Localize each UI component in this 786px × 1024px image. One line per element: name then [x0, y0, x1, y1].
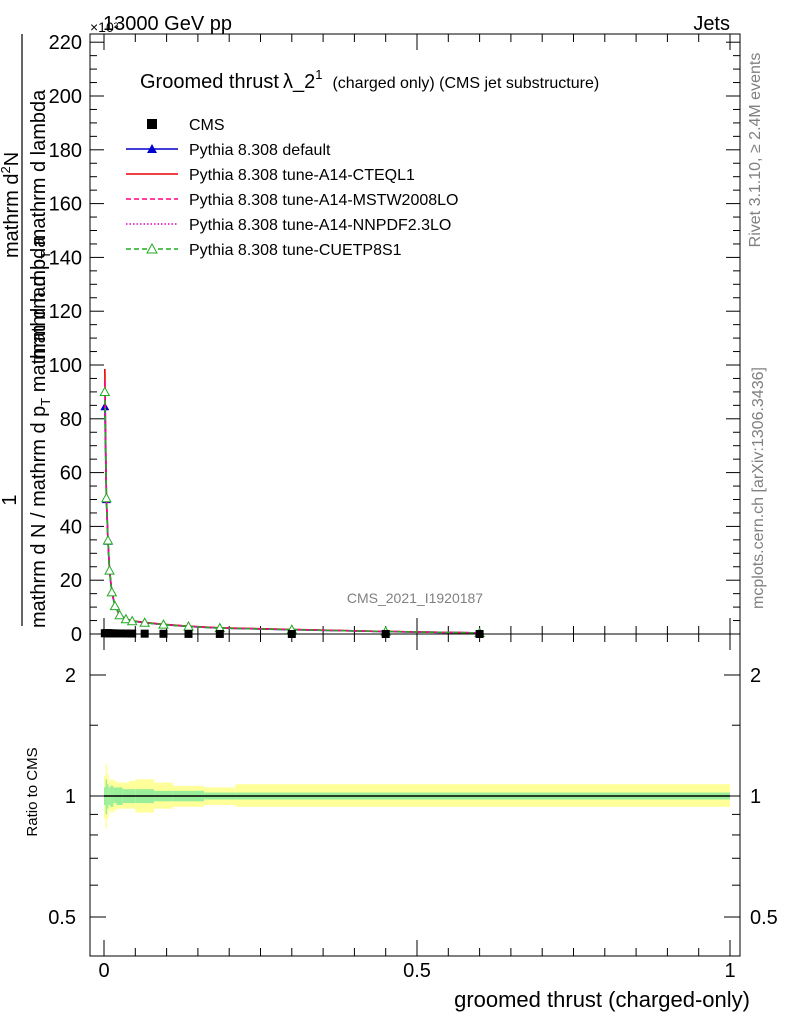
main-y-tick-label: 200 [49, 86, 82, 108]
x-axis-title: groomed thrust (charged-only) [454, 987, 750, 1012]
ratio-y-tick-label-right: 0.5 [750, 907, 778, 929]
data-point-open-triangle [158, 619, 169, 629]
legend-entry: Pythia 8.308 tune-A14-NNPDF2.3LO [126, 217, 451, 234]
legend-entry: Pythia 8.308 default [126, 142, 331, 159]
exponent-label: ×10³ [90, 19, 119, 35]
y-title-denominator: mathrm d N / mathrm d pT mathrm d lambda [28, 236, 53, 628]
y-title-middle: mathrm d pT mathrm d lambda [28, 89, 53, 360]
mcplots-label: mcplots.cern.ch [arXiv:1306.3436] [750, 367, 767, 609]
main-y-tick-label: 80 [60, 409, 82, 431]
stat-uncertainty-band [105, 779, 108, 815]
energy-label: 13000 GeV pp [103, 13, 232, 35]
ratio-plot-area: 0.5 0.51 12 2 0 0.5 1 [48, 633, 778, 982]
ratio-y-title: Ratio to CMS [24, 747, 41, 836]
legend-label: Pythia 8.308 tune-A14-NNPDF2.3LO [189, 217, 451, 234]
jets-label: Jets [693, 13, 730, 35]
legend-entry: Pythia 8.308 tune-CUETP8S1 [126, 242, 402, 259]
series-pythia-8-308-tune-cuetp8s1 [99, 386, 485, 638]
ratio-y-axis: 0.5 0.5 1 1 2 2 [48, 665, 778, 929]
ratio-y-tick-label: 2 [65, 665, 76, 687]
rivet-label: Rivet 3.1.10, ≥ 2.4M events [747, 53, 764, 248]
data-point-open-triangle [101, 492, 112, 503]
ratio-uncertainty-bands [104, 764, 730, 829]
main-y-tick-label: 160 [49, 194, 82, 216]
legend-marker-triangle [147, 144, 157, 153]
legend-label: Pythia 8.308 tune-A14-MSTW2008LO [189, 192, 458, 209]
legend-label: Pythia 8.308 default [189, 142, 331, 159]
x-tick-label: 0 [98, 960, 109, 982]
ratio-frame [89, 633, 741, 957]
legend-label: Pythia 8.308 tune-CUETP8S1 [189, 242, 402, 259]
data-point-open-triangle [114, 609, 125, 620]
data-point-open-triangle [102, 534, 114, 545]
main-y-tick-label: 140 [49, 247, 82, 269]
y-title-numerator: 1 [0, 494, 21, 505]
main-y-tick-label: 40 [60, 516, 82, 538]
main-y-axis: 0 20 40 60 80 100 120 140 160 180 200 220 [49, 32, 740, 646]
main-y-tick-label: 120 [49, 301, 82, 323]
legend-marker-square [147, 119, 157, 129]
ratio-y-tick-label-right: 1 [750, 786, 761, 808]
data-point-open-triangle [99, 386, 111, 396]
data-point-square [115, 629, 124, 638]
data-point-open-triangle [109, 600, 121, 611]
legend-entry: Pythia 8.308 tune-A14-MSTW2008LO [126, 192, 458, 209]
legend-label: CMS [189, 117, 225, 134]
legend-marker-open-triangle [146, 242, 158, 254]
data-point-open-triangle [139, 617, 151, 627]
data-point-open-triangle [126, 615, 138, 626]
main-y-tick-label: 0 [71, 624, 82, 646]
main-y-tick-label: 60 [60, 463, 82, 485]
legend: CMS Pythia 8.308 default Pythia 8.308 tune… [126, 117, 458, 259]
ratio-y-tick-label: 0.5 [48, 907, 76, 929]
main-y-tick-label: 180 [49, 140, 82, 162]
legend-entry: CMS [147, 117, 225, 134]
main-frame [89, 33, 741, 635]
data-point-open-triangle [104, 564, 115, 575]
y-axis-title: 1 mathrm d2N mathrm d pT mathrm d lambda… [0, 34, 53, 628]
analysis-watermark: CMS_2021_I1920187 [347, 590, 483, 606]
y-title-top: mathrm d2N [0, 152, 23, 258]
x-tick-label: 0.5 [403, 960, 431, 982]
data-point-open-triangle [120, 613, 132, 624]
ratio-x-axis: 0 0.5 1 [98, 634, 736, 982]
main-y-tick-label: 100 [49, 355, 82, 377]
chart-title: Groomed thrust λ_21(charged only) (CMS je… [140, 67, 599, 93]
x-tick-label: 1 [724, 960, 735, 982]
legend-label: Pythia 8.308 tune-A14-CTEQL1 [189, 167, 415, 184]
main-y-tick-label: 20 [60, 570, 82, 592]
main-y-tick-label: 220 [49, 32, 82, 54]
data-point-square [110, 629, 119, 638]
ratio-y-tick-label: 1 [65, 786, 76, 808]
data-point-open-triangle [106, 586, 118, 597]
ratio-y-tick-label-right: 2 [750, 665, 761, 687]
legend-entry: Pythia 8.308 tune-A14-CTEQL1 [126, 167, 415, 184]
